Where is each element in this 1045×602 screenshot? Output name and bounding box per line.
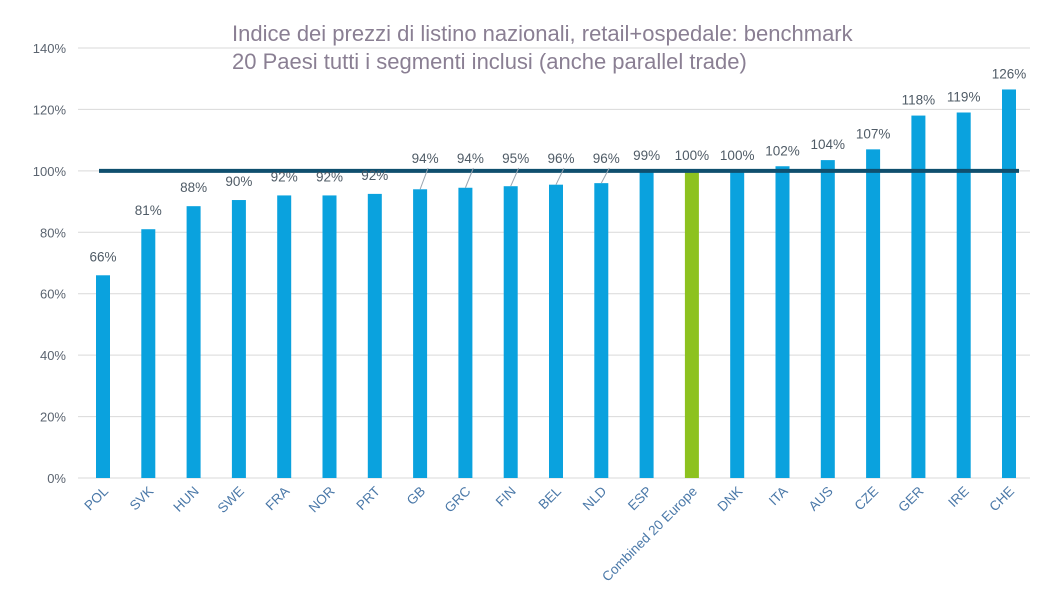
bar	[277, 195, 292, 478]
x-tick-label: FIN	[493, 484, 519, 510]
x-tick-label: NOR	[306, 483, 338, 515]
data-label: 81%	[135, 203, 162, 218]
bar	[775, 166, 790, 478]
x-tick-label: SWE	[215, 484, 247, 516]
bar	[367, 193, 382, 478]
x-tick-label: SVK	[127, 484, 157, 514]
y-tick-label: 0%	[47, 471, 66, 486]
bar	[684, 170, 699, 478]
bar	[458, 187, 473, 478]
bar	[1002, 89, 1016, 478]
data-label-leader	[510, 167, 520, 187]
data-label: 94%	[457, 151, 484, 166]
data-label: 95%	[502, 151, 529, 166]
data-label-leader	[464, 167, 474, 188]
data-label: 118%	[902, 93, 936, 108]
bar	[549, 184, 563, 478]
bar	[730, 170, 745, 478]
data-label: 126%	[992, 66, 1027, 81]
y-tick-label: 20%	[40, 410, 66, 425]
x-tick-label: FRA	[263, 484, 293, 514]
data-label: 66%	[89, 249, 116, 264]
x-tick-label: GER	[895, 483, 926, 514]
data-label-leader	[600, 167, 610, 184]
y-tick-label: 140%	[33, 41, 67, 56]
x-tick-label: HUN	[170, 484, 201, 515]
y-tick-label: 80%	[40, 225, 66, 240]
bar	[141, 229, 156, 478]
chart-title-line-2: 20 Paesi tutti i segmenti inclusi (anche…	[232, 49, 747, 74]
data-label: 99%	[633, 148, 660, 163]
data-label: 92%	[271, 169, 298, 184]
bar	[186, 206, 201, 478]
data-label: 88%	[180, 180, 207, 195]
x-tick-label: POL	[81, 483, 111, 513]
data-label-leader	[555, 167, 565, 185]
data-label: 100%	[720, 148, 755, 163]
data-label: 90%	[225, 174, 252, 189]
bar	[639, 172, 654, 478]
data-label: 100%	[675, 148, 710, 163]
y-tick-label: 120%	[33, 102, 67, 117]
x-tick-label: AUS	[806, 484, 836, 514]
data-label: 107%	[856, 126, 891, 141]
x-tick-label: BEL	[535, 483, 564, 512]
bar	[231, 200, 246, 479]
bar	[911, 115, 926, 479]
x-tick-label: DNK	[715, 484, 746, 515]
y-tick-label: 60%	[40, 287, 66, 302]
x-tick-label: PRT	[353, 484, 383, 514]
x-tick-label: CHE	[986, 484, 1017, 515]
bar	[413, 189, 428, 479]
bar	[503, 186, 518, 478]
bar	[820, 160, 835, 478]
x-tick-label: IRE	[945, 484, 972, 511]
bar	[866, 149, 881, 478]
x-tick-label: ESP	[625, 484, 655, 514]
x-tick-label: CZE	[852, 484, 882, 514]
data-label: 96%	[547, 151, 574, 166]
data-label-leader	[419, 167, 429, 190]
chart-title-line-1: Indice dei prezzi di listino nazionali, …	[232, 21, 853, 46]
y-tick-label: 100%	[33, 164, 67, 179]
x-tick-label: GB	[404, 484, 428, 508]
bar	[322, 195, 337, 478]
x-tick-label: GRC	[442, 483, 474, 515]
x-tick-label: NLD	[580, 483, 610, 513]
data-label: 92%	[361, 168, 388, 183]
bar	[96, 275, 110, 478]
data-label: 92%	[316, 169, 343, 184]
data-label: 96%	[593, 151, 620, 166]
data-label: 104%	[811, 137, 846, 152]
x-tick-label: ITA	[766, 484, 791, 509]
data-label: 102%	[765, 143, 800, 158]
bar	[594, 183, 609, 478]
bar	[956, 112, 971, 478]
data-label: 94%	[412, 151, 439, 166]
y-tick-label: 40%	[40, 348, 66, 363]
data-label: 119%	[947, 90, 981, 105]
